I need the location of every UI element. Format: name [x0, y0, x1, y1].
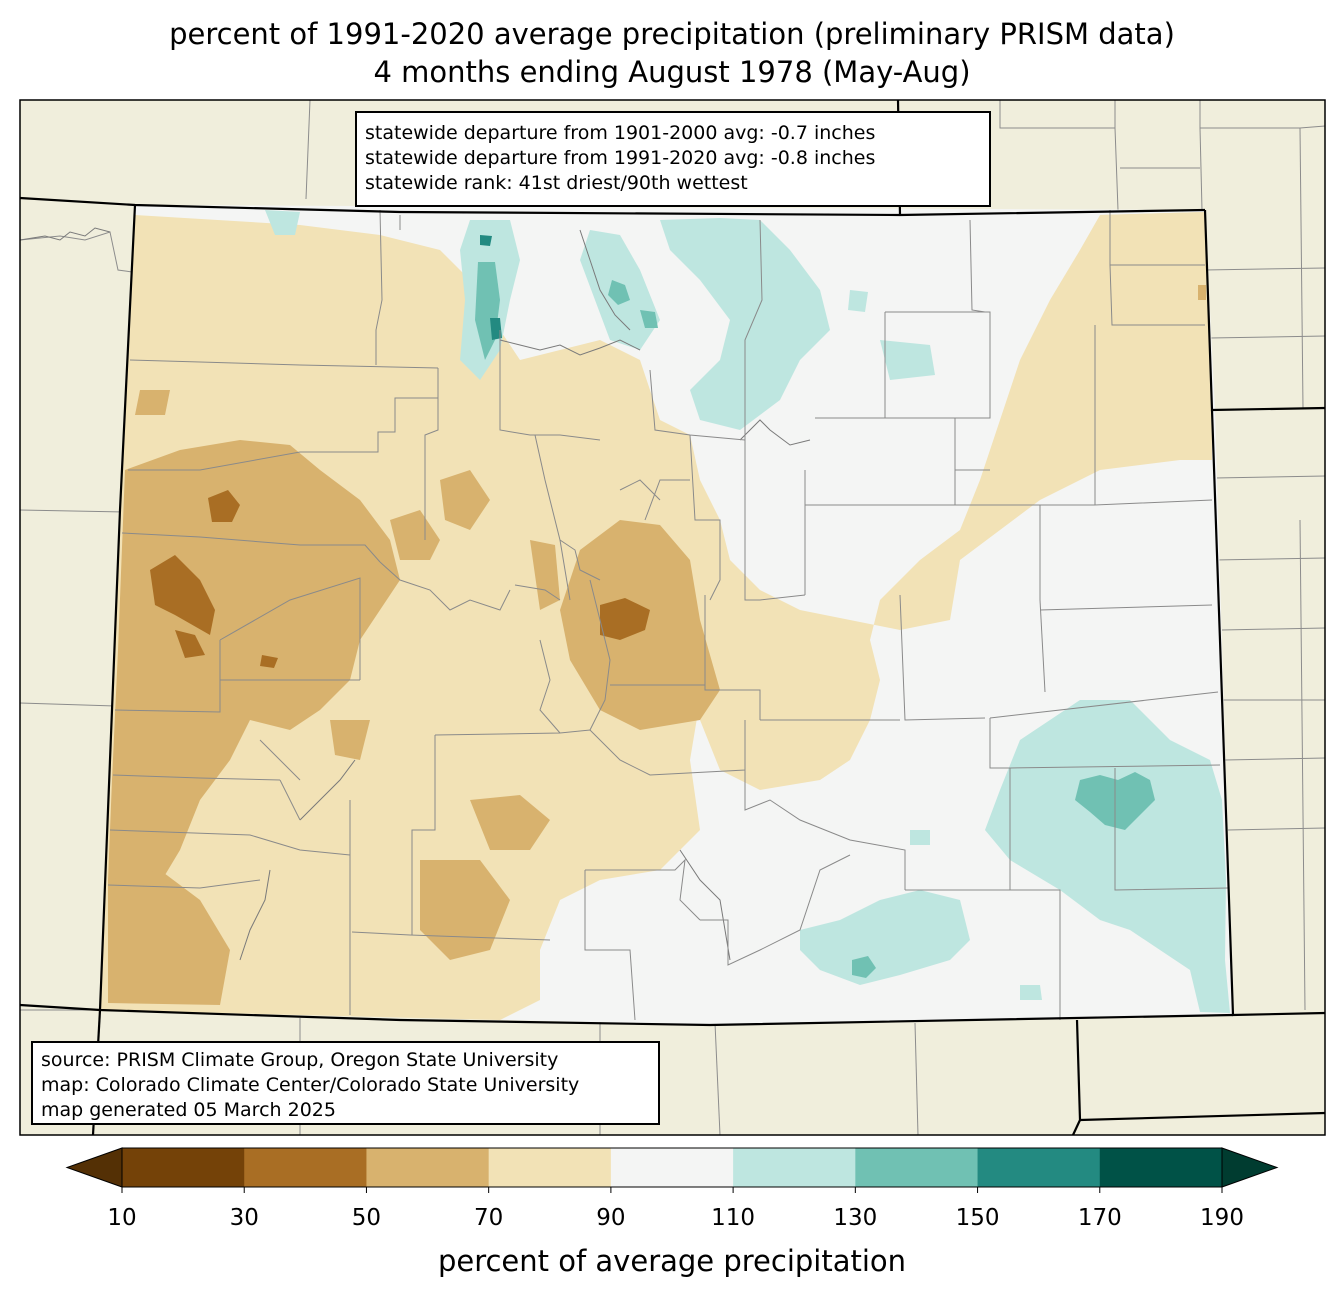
- colorbar-tick-label: 150: [938, 1205, 1018, 1231]
- colorbar-tick-label: 90: [571, 1205, 651, 1231]
- colorbar-bin: [489, 1148, 612, 1187]
- colorbar-bin: [244, 1148, 367, 1187]
- stats-rank: statewide rank: 41st driest/90th wettest: [365, 171, 981, 196]
- stats-departure-1991-2020: statewide departure from 1991-2020 avg: …: [365, 146, 981, 171]
- statewide-stats-box: statewide departure from 1901-2000 avg: …: [355, 111, 991, 207]
- colorbar-bin: [366, 1148, 489, 1187]
- colorbar-tick-label: 50: [326, 1205, 406, 1231]
- colorbar-bin: [733, 1148, 856, 1187]
- colorbar-tick-label: 170: [1060, 1205, 1140, 1231]
- colorbar-bin: [122, 1148, 245, 1187]
- colorbar-tick-label: 70: [449, 1205, 529, 1231]
- source-box: source: PRISM Climate Group, Oregon Stat…: [31, 1041, 660, 1125]
- map-credit: map: Colorado Climate Center/Colorado St…: [41, 1073, 650, 1098]
- colorbar-bin: [611, 1148, 734, 1187]
- colorbar-over-arrow: [1222, 1148, 1277, 1187]
- colorbar-tick-label: 130: [815, 1205, 895, 1231]
- stats-departure-1901-2000: statewide departure from 1901-2000 avg: …: [365, 121, 981, 146]
- map-generated-date: map generated 05 March 2025: [41, 1098, 650, 1123]
- source-credit: source: PRISM Climate Group, Oregon Stat…: [41, 1048, 650, 1073]
- colorbar: [67, 1148, 1277, 1193]
- colorbar-label: percent of average precipitation: [0, 1244, 1344, 1278]
- colorbar-tick-label: 30: [204, 1205, 284, 1231]
- colorbar-bin: [1100, 1148, 1223, 1187]
- colorbar-tick-label: 110: [693, 1205, 773, 1231]
- colorbar-under-arrow: [67, 1148, 122, 1187]
- colorbar-bin: [978, 1148, 1101, 1187]
- colorbar-tick-label: 10: [82, 1205, 162, 1231]
- colorbar-tick-label: 190: [1182, 1205, 1262, 1231]
- colorbar-bin: [855, 1148, 978, 1187]
